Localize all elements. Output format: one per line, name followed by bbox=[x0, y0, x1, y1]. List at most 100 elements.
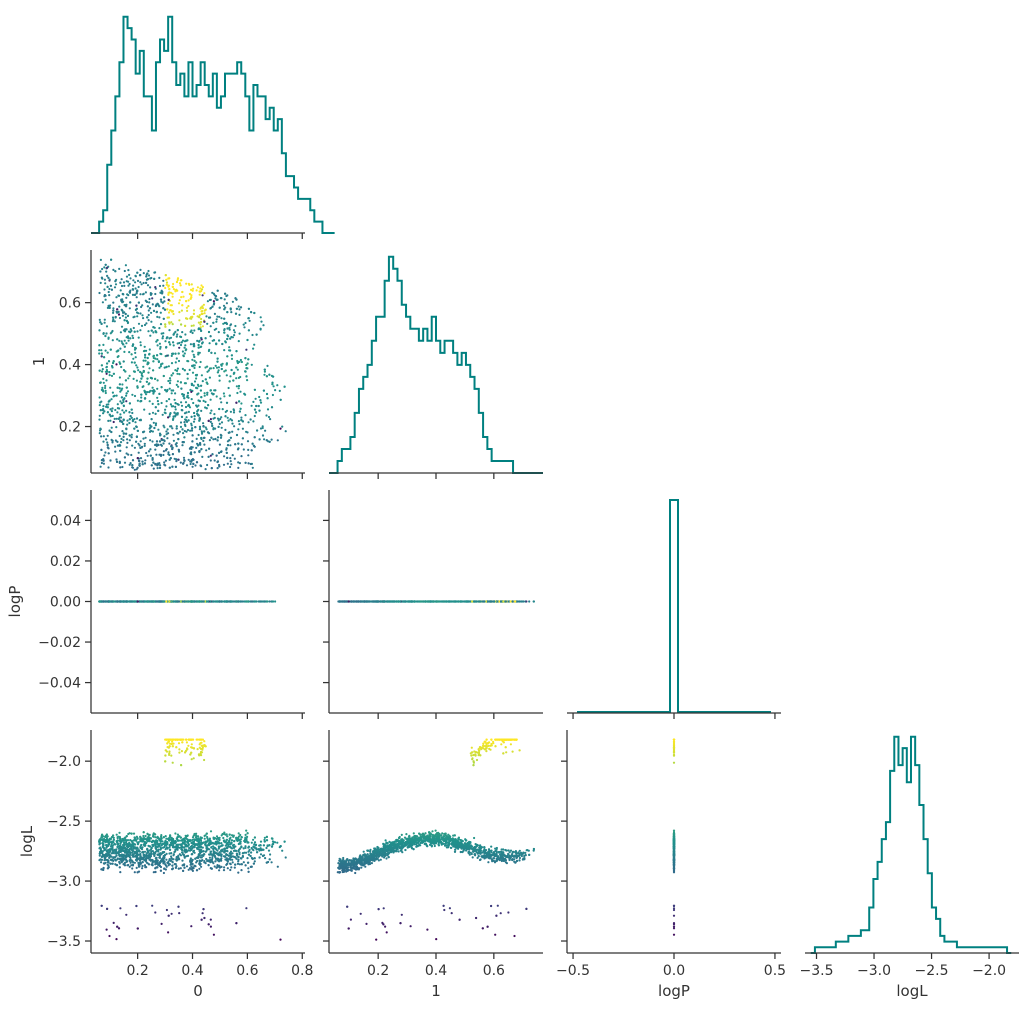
scatter-point bbox=[152, 391, 155, 394]
scatter-point bbox=[265, 846, 268, 850]
scatter-point bbox=[229, 460, 232, 463]
scatter-point bbox=[161, 846, 165, 849]
scatter-point bbox=[151, 386, 154, 389]
scatter-point bbox=[133, 330, 136, 333]
scatter-point bbox=[259, 401, 263, 404]
scatter-point bbox=[207, 349, 210, 353]
scatter-point bbox=[135, 304, 138, 307]
scatter-point bbox=[164, 323, 167, 326]
scatter-point bbox=[246, 440, 250, 443]
scatter-point bbox=[235, 298, 238, 301]
scatter-point bbox=[150, 600, 153, 603]
scatter-point bbox=[174, 352, 177, 355]
scatter-point bbox=[212, 933, 215, 936]
scatter-point bbox=[144, 291, 147, 294]
scatter-point bbox=[139, 457, 143, 460]
scatter-point bbox=[154, 448, 157, 451]
scatter-point bbox=[255, 333, 258, 336]
scatter-point bbox=[106, 306, 109, 309]
scatter-point bbox=[98, 352, 101, 355]
scatter-point bbox=[147, 371, 150, 374]
scatter-point bbox=[119, 362, 122, 365]
scatter-point bbox=[389, 600, 392, 603]
scatter-point bbox=[111, 320, 114, 323]
scatter-point bbox=[151, 402, 154, 405]
scatter-point bbox=[175, 357, 178, 360]
scatter-point bbox=[229, 375, 232, 378]
scatter-point bbox=[139, 344, 142, 347]
scatter-point bbox=[147, 309, 150, 312]
scatter-point bbox=[170, 291, 173, 294]
scatter-point bbox=[191, 331, 194, 335]
scatter-point bbox=[142, 272, 145, 275]
scatter-point bbox=[166, 336, 169, 339]
scatter-point bbox=[192, 462, 195, 465]
scatter-point bbox=[190, 422, 193, 425]
scatter-point bbox=[245, 363, 248, 367]
scatter-point bbox=[208, 856, 211, 859]
scatter-point bbox=[223, 370, 226, 373]
scatter-point bbox=[148, 400, 151, 403]
scatter-point bbox=[142, 350, 146, 353]
scatter-point bbox=[209, 454, 212, 457]
scatter-point bbox=[205, 407, 208, 410]
scatter-point bbox=[135, 307, 138, 310]
scatter-point bbox=[187, 404, 190, 407]
scatter-point bbox=[168, 398, 171, 401]
scatter-point bbox=[237, 871, 240, 874]
scatter-point bbox=[186, 309, 189, 312]
scatter-point bbox=[141, 304, 144, 307]
scatter-point bbox=[135, 866, 138, 870]
scatter-point bbox=[197, 343, 200, 347]
scatter-point bbox=[108, 306, 111, 309]
scatter-point bbox=[158, 305, 161, 308]
scatter-point bbox=[156, 464, 159, 467]
scatter-point bbox=[139, 370, 142, 374]
scatter-point bbox=[252, 444, 255, 447]
scatter-point bbox=[125, 394, 128, 397]
scatter-point bbox=[198, 314, 201, 317]
scatter-point bbox=[102, 412, 105, 415]
scatter-point bbox=[152, 360, 155, 363]
scatter-point bbox=[149, 454, 152, 457]
scatter-point bbox=[104, 334, 107, 338]
scatter-point bbox=[208, 367, 212, 370]
scatter-point bbox=[168, 277, 171, 280]
scatter-point bbox=[153, 277, 156, 280]
scatter-point bbox=[154, 286, 157, 289]
scatter-point bbox=[190, 758, 193, 761]
scatter-point bbox=[272, 375, 275, 378]
scatter-point bbox=[162, 284, 165, 287]
scatter-point bbox=[106, 434, 109, 437]
scatter-point bbox=[207, 404, 210, 407]
scatter-point bbox=[145, 393, 148, 396]
scatter-point bbox=[225, 322, 228, 325]
scatter-point bbox=[168, 750, 171, 753]
scatter-point bbox=[112, 301, 115, 304]
scatter-point bbox=[180, 387, 183, 390]
scatter-point bbox=[190, 283, 193, 286]
scatter-point bbox=[157, 360, 160, 363]
scatter-point bbox=[185, 741, 188, 744]
scatter-point bbox=[172, 333, 175, 336]
scatter-point bbox=[191, 371, 195, 374]
scatter-point bbox=[128, 439, 131, 442]
scatter-point bbox=[182, 432, 185, 435]
scatter-point bbox=[105, 325, 109, 328]
scatter-point bbox=[137, 369, 140, 372]
scatter-point bbox=[214, 427, 217, 430]
scatter-point bbox=[192, 343, 195, 346]
scatter-point bbox=[200, 865, 203, 868]
scatter-point bbox=[509, 600, 512, 603]
scatter-point bbox=[209, 420, 212, 423]
scatter-point bbox=[125, 409, 128, 412]
scatter-point bbox=[359, 600, 362, 603]
scatter-point bbox=[191, 289, 194, 292]
scatter-point bbox=[128, 418, 131, 421]
scatter-point bbox=[131, 464, 134, 467]
scatter-point bbox=[201, 286, 204, 289]
scatter-point bbox=[147, 274, 151, 277]
scatter-point bbox=[137, 301, 140, 304]
scatter-point bbox=[169, 309, 172, 312]
scatter-point bbox=[219, 417, 222, 421]
